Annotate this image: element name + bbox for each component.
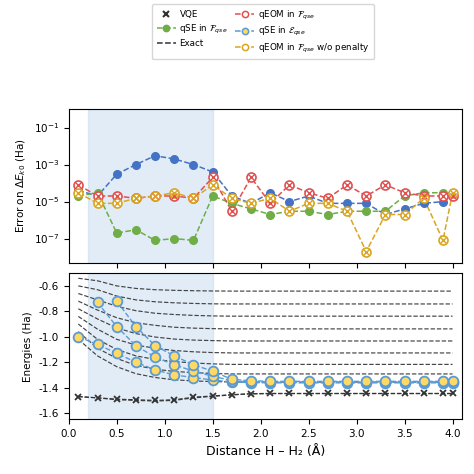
X-axis label: Distance H – H₂ (Å): Distance H – H₂ (Å) [206,445,325,458]
Bar [88,273,213,419]
Y-axis label: Energies (Ha): Energies (Ha) [23,311,33,382]
Y-axis label: Error on $\Delta E_{k0}$ (Ha): Error on $\Delta E_{k0}$ (Ha) [14,138,28,233]
Legend: VQE, qSE in $\mathcal{F}_{qse}$, Exact, qEOM in $\mathcal{F}_{qse}$, qSE in $\ma: VQE, qSE in $\mathcal{F}_{qse}$, Exact, … [152,4,374,59]
Bar [88,109,213,263]
